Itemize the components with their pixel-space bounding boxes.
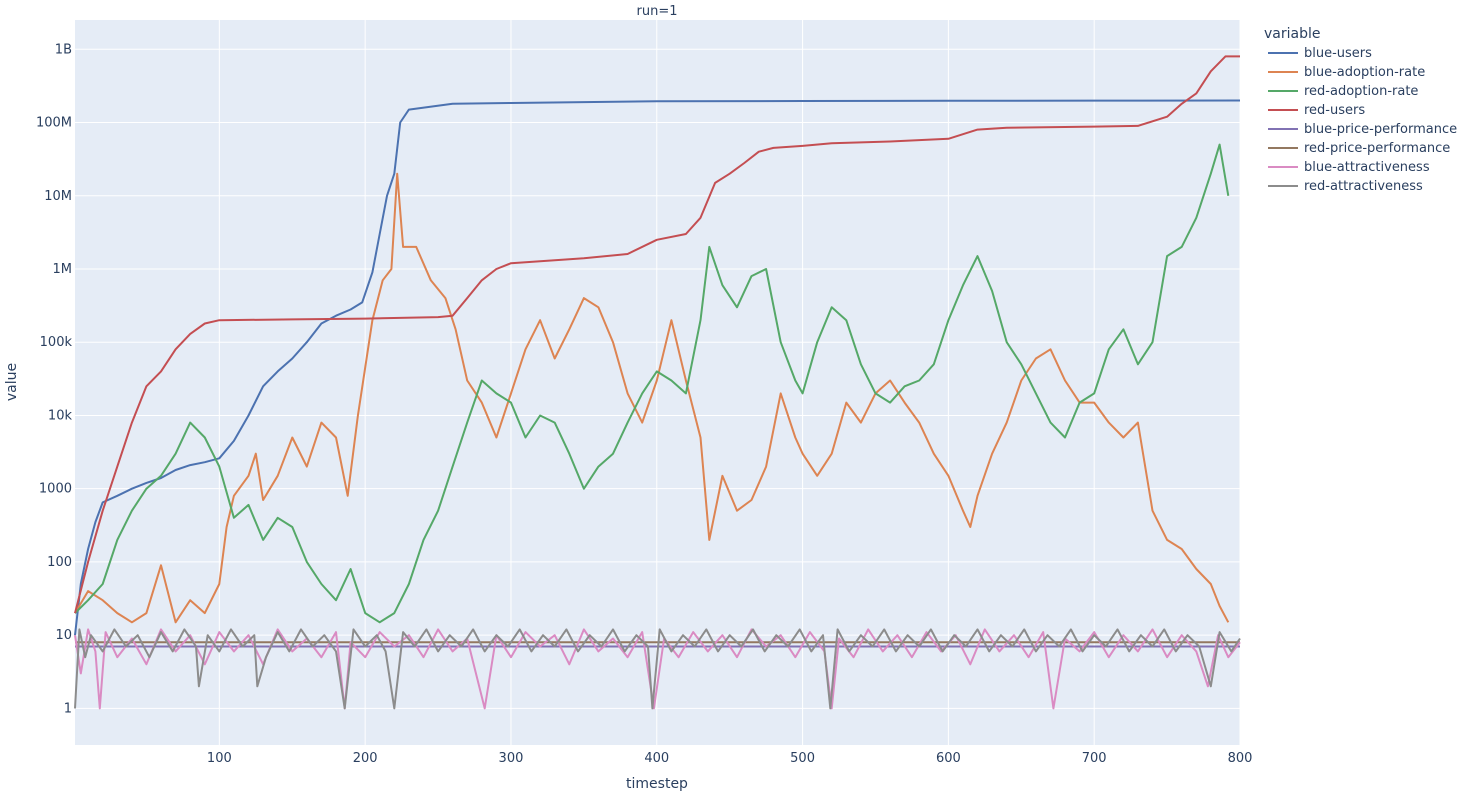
y-axis-title: value <box>4 363 20 401</box>
grid-lines <box>75 20 1241 745</box>
series-line-blue-users <box>74 99 1241 636</box>
chart-title: run=1 <box>637 4 678 19</box>
x-tick-label: 500 <box>790 751 815 766</box>
x-tick-label: 200 <box>353 751 378 766</box>
y-tick-label: 100 <box>47 555 72 570</box>
legend-item-blue-price-performance[interactable]: blue-price-performance <box>1304 122 1457 137</box>
legend-title: variable <box>1264 26 1320 42</box>
y-tick-label: 1 <box>64 701 72 716</box>
legend-item-blue-users[interactable]: blue-users <box>1304 46 1372 61</box>
legend-item-red-users[interactable]: red-users <box>1304 103 1365 118</box>
legend-item-red-adoption-rate[interactable]: red-adoption-rate <box>1304 84 1418 99</box>
legend-item-blue-attractiveness[interactable]: blue-attractiveness <box>1304 160 1430 175</box>
series-line-red-adoption-rate <box>74 143 1230 624</box>
x-tick-label: 100 <box>207 751 232 766</box>
y-tick-label: 1M <box>53 262 73 277</box>
x-tick-label: 600 <box>936 751 961 766</box>
x-tick-label: 300 <box>499 751 524 766</box>
legend-item-blue-adoption-rate[interactable]: blue-adoption-rate <box>1304 65 1425 80</box>
y-tick-label: 100M <box>36 116 72 131</box>
y-tick-label: 10k <box>48 408 73 423</box>
series-layer <box>74 55 1241 710</box>
plot-area <box>75 20 1240 745</box>
y-tick-label: 10M <box>44 189 72 204</box>
y-tick-label: 1000 <box>39 482 72 497</box>
x-axis-title: timestep <box>626 776 688 792</box>
series-line-red-attractiveness <box>74 628 1241 710</box>
legend-item-red-price-performance[interactable]: red-price-performance <box>1304 141 1450 156</box>
x-tick-label: 800 <box>1228 751 1253 766</box>
x-tick-label: 400 <box>644 751 669 766</box>
series-line-red-users <box>74 55 1240 614</box>
y-tick-label: 1B <box>55 42 72 57</box>
y-tick-label: 100k <box>40 335 73 350</box>
x-tick-label: 700 <box>1082 751 1107 766</box>
y-axis-ticks: 1 10 100 1000 10k 100k 1M 10M 100M 1B <box>36 42 73 716</box>
x-axis-ticks: 100 200 300 400 500 600 700 800 <box>207 751 1252 766</box>
legend-item-red-attractiveness[interactable]: red-attractiveness <box>1304 179 1423 194</box>
y-tick-label: 10 <box>55 628 72 643</box>
legend: variable blue-users blue-adoption-rate red… <box>1264 26 1457 194</box>
